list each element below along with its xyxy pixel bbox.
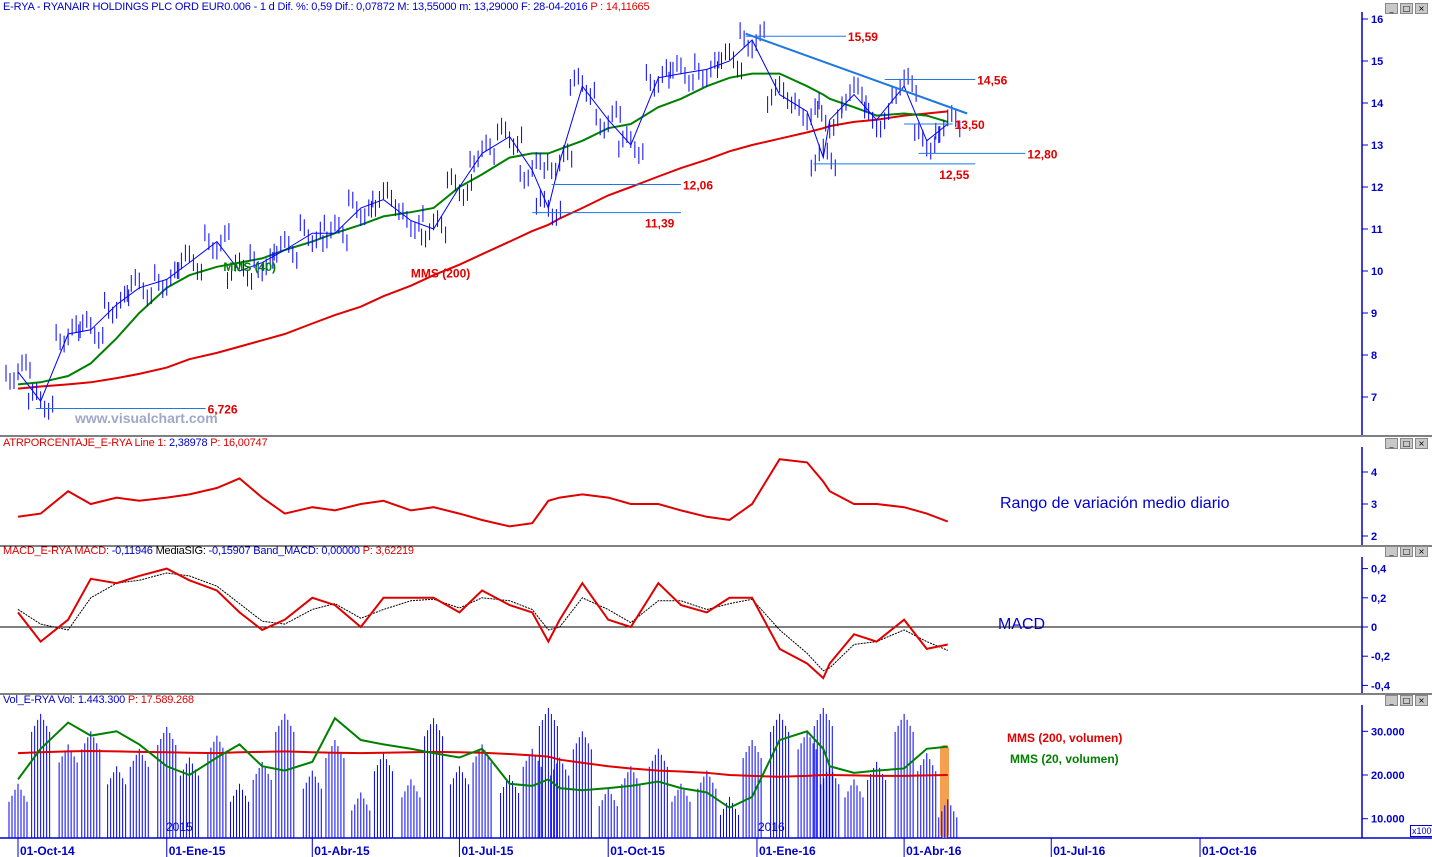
volume-panel-header: Vol_E-RYA Vol: 1.443.300 P: 17.589.268 (3, 694, 194, 706)
macd-axis-tick-label: -0,4 (1371, 680, 1391, 692)
macd-panel-header: MACD_E-RYA MACD: -0,11946 MediaSIG: -0,1… (3, 545, 414, 557)
price-axis-tick-label: 9 (1371, 308, 1377, 320)
volume-label: Vol: (57, 694, 76, 706)
signal-label: MediaSIG: (155, 545, 206, 557)
price-axis-tick-label: 8 (1371, 350, 1377, 362)
level-label: 11,39 (645, 217, 675, 231)
legend-mms20-volume: MMS (20, volumen) (1010, 752, 1119, 766)
level-label: 12,06 (683, 178, 713, 192)
maximize-button[interactable]: □ (1400, 546, 1413, 557)
volume-mms200-line (17, 749, 948, 778)
close-button[interactable]: × (1415, 546, 1428, 557)
atr-axis-tick-label: 3 (1371, 499, 1377, 511)
x-tick-label: 01-Ene-16 (759, 844, 816, 857)
volume-mms20-line (17, 716, 948, 809)
macd-caption: MACD (998, 616, 1046, 633)
maximize-button[interactable]: □ (1400, 3, 1413, 14)
symbol-info: E-RYA - RYANAIR HOLDINGS PLC ORD EUR0.00… (3, 1, 588, 13)
price-axis-tick-label: 12 (1371, 182, 1383, 194)
price-axis-tick-label: 13 (1371, 140, 1383, 152)
volume-name: Vol_E-RYA (3, 694, 55, 706)
close-button[interactable]: × (1415, 695, 1428, 706)
atr-p-value: P: 16,00747 (210, 437, 268, 449)
atr-line1-value: 2,38978 (169, 437, 208, 449)
level-label: 13,50 (955, 118, 985, 132)
last-price: P : 14,11665 (590, 1, 650, 13)
volume-axis-tick-label: 10.000 (1371, 814, 1405, 826)
volume-value: 1.443.300 (77, 694, 126, 706)
atr-window-controls: _ □ × (1385, 438, 1428, 449)
minimize-button[interactable]: _ (1385, 438, 1398, 449)
x-tick-label: 01-Ene-15 (169, 844, 226, 857)
minimize-button[interactable]: _ (1385, 546, 1398, 557)
price-axis-tick-label: 11 (1371, 224, 1383, 236)
signal-value: -0,15907 (208, 545, 251, 557)
volume-window-controls: _ □ × (1385, 695, 1428, 706)
volume-scale-note: x100 (1410, 825, 1432, 837)
macd-axis-tick-label: 0,2 (1371, 593, 1386, 605)
macd-axis-tick-label: -0,2 (1371, 651, 1390, 663)
macd-p-value: P: 3,62219 (362, 545, 414, 557)
price-axis-tick-label: 14 (1371, 98, 1384, 110)
atr-line1-label: Line 1: (134, 437, 167, 449)
x-tick-label: 01-Oct-15 (610, 844, 665, 857)
macd-name: MACD_E-RYA (3, 545, 72, 557)
atr-axis-tick-label: 2 (1371, 531, 1377, 543)
macd-value: -0,11946 (111, 545, 153, 557)
atr-line (17, 458, 949, 528)
close-button[interactable]: × (1415, 3, 1428, 14)
price-axis-tick-label: 7 (1371, 392, 1377, 404)
mms40-line (17, 72, 949, 386)
x-tick-label: 01-Abr-16 (906, 844, 962, 857)
volume-axis-tick-label: 20.000 (1371, 770, 1405, 782)
atr-axis-tick-label: 4 (1371, 467, 1378, 479)
level-label: 6,726 (208, 403, 238, 417)
level-label: 15,59 (848, 30, 878, 44)
year-label-2016: 2016 (758, 820, 785, 834)
macd-signal-line (17, 572, 948, 672)
price-line (17, 39, 949, 403)
x-tick-label: 01-Jul-15 (461, 844, 513, 857)
chart-title-bar: E-RYA - RYANAIR HOLDINGS PLC ORD EUR0.00… (3, 1, 650, 13)
atr-panel-header: ATRPORCENTAJE_E-RYA Line 1: 2,38978 P: 1… (3, 437, 268, 449)
minimize-button[interactable]: _ (1385, 3, 1398, 14)
macd-window-controls: _ □ × (1385, 546, 1428, 557)
price-window-controls: _ □ × (1385, 3, 1428, 14)
watermark: www.visualchart.com (75, 410, 218, 426)
x-tick-label: 01-Jul-16 (1053, 844, 1105, 857)
year-label-2015: 2015 (166, 820, 193, 834)
level-label: 12,80 (1027, 147, 1057, 161)
atr-name: ATRPORCENTAJE_E-RYA (3, 437, 132, 449)
x-tick-label: 01-Abr-15 (314, 844, 370, 857)
x-tick-label: 01-Oct-14 (20, 844, 75, 857)
volume-axis-tick-label: 30.000 (1371, 726, 1405, 738)
band-value: 0,00000 (321, 545, 360, 557)
series-annotation: MMS (40) (223, 260, 276, 274)
series-annotation: MMS (200) (411, 266, 470, 280)
macd-line (17, 567, 948, 680)
band-label: Band_MACD: (253, 545, 319, 557)
mms200-line (17, 110, 948, 390)
price-axis-tick-label: 16 (1371, 14, 1383, 26)
atr-caption: Rango de variación medio diario (1000, 495, 1230, 512)
close-button[interactable]: × (1415, 438, 1428, 449)
price-axis-tick-label: 15 (1371, 56, 1383, 68)
maximize-button[interactable]: □ (1400, 438, 1413, 449)
macd-axis-tick-label: 0 (1371, 622, 1377, 634)
minimize-button[interactable]: _ (1385, 695, 1398, 706)
macd-axis-tick-label: 0,4 (1371, 564, 1387, 576)
legend-mms200-volume: MMS (200, volumen) (1007, 731, 1123, 745)
level-label: 12,55 (939, 168, 969, 182)
x-tick-label: 01-Oct-16 (1202, 844, 1257, 857)
macd-label: MACD: (74, 545, 109, 557)
price-axis-tick-label: 10 (1371, 266, 1383, 278)
trendline (745, 32, 968, 115)
volume-p-value: P: 17.589.268 (127, 694, 194, 706)
level-label: 14,56 (977, 73, 1007, 87)
maximize-button[interactable]: □ (1400, 695, 1413, 706)
